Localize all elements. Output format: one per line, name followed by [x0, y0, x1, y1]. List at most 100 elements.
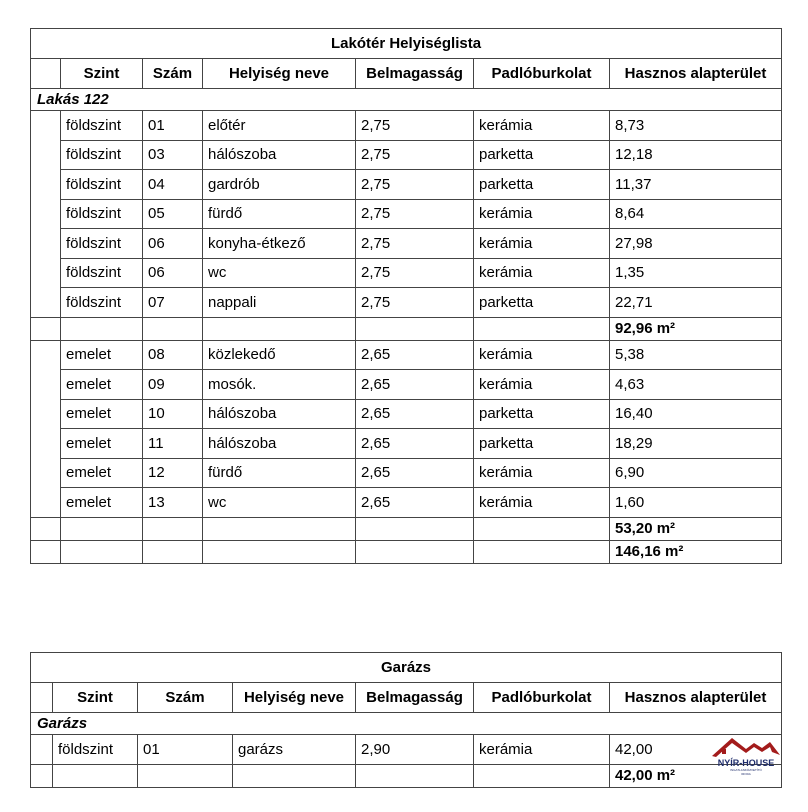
- cell: emelet: [60, 369, 143, 400]
- column-header: Padlóburkolat: [473, 682, 610, 713]
- cell: emelet: [60, 398, 143, 429]
- cell: földszint: [60, 287, 143, 318]
- cell: hálószoba: [202, 398, 356, 429]
- subtotal-value: 92,96 m²: [608, 316, 783, 341]
- cell: emelet: [60, 457, 143, 488]
- cell: parketta: [473, 139, 610, 170]
- table-title: Garázs: [29, 652, 783, 683]
- group-label: Lakás 122: [29, 88, 783, 111]
- column-header: Belmagasság: [355, 58, 474, 89]
- cell: 2,65: [355, 487, 474, 518]
- column-header: Hasznos alapterület: [608, 682, 783, 713]
- cell: földszint: [60, 169, 143, 200]
- cell: konyha-étkező: [202, 228, 356, 259]
- empty-cell: [202, 316, 356, 341]
- empty-cell: [142, 539, 203, 564]
- subtotal-row: 92,96 m²: [30, 316, 783, 341]
- cell: 09: [142, 369, 203, 400]
- cell: 03: [142, 139, 203, 170]
- total-value: 146,16 m²: [608, 539, 783, 564]
- nyir-house-logo: NYÍR-HOUSE INGATLANKÖZVETÍTŐ IRODA: [712, 738, 780, 775]
- table-row: emelet 12 fürdő 2,65 kerámia 6,90: [31, 457, 783, 488]
- svg-text:NYÍR-HOUSE: NYÍR-HOUSE: [718, 758, 775, 768]
- cell: 2,65: [355, 369, 474, 400]
- cell: 07: [142, 287, 203, 318]
- empty-cell: [142, 516, 203, 541]
- cell: 01: [142, 110, 203, 141]
- cell: mosók.: [202, 369, 356, 400]
- cell: 10: [142, 398, 203, 429]
- table-row: földszint 01 előtér 2,75 kerámia 8,73: [30, 110, 783, 318]
- cell: földszint: [60, 139, 143, 170]
- empty-cell: [60, 516, 143, 541]
- empty-cell: [232, 763, 356, 788]
- cell: parketta: [473, 428, 610, 459]
- cell: 2,90: [355, 734, 474, 765]
- cell: földszint: [60, 110, 143, 141]
- group-row: Lakás 122: [29, 88, 783, 111]
- column-header: Szint: [52, 682, 138, 713]
- cell: kerámia: [473, 257, 610, 288]
- indent-cell: [30, 110, 61, 318]
- empty-cell: [355, 763, 474, 788]
- cell: 08: [142, 339, 203, 370]
- cell: kerámia: [473, 487, 610, 518]
- table-row: földszint 01 garázs 2,90 kerámia 42,00: [30, 734, 783, 765]
- cell: hálószoba: [202, 428, 356, 459]
- cell: 42,00: [608, 734, 783, 765]
- empty-cell: [30, 516, 61, 541]
- cell: 27,98: [608, 228, 783, 259]
- cell: 12,18: [608, 139, 783, 170]
- cell: 12: [142, 457, 203, 488]
- empty-cell: [30, 316, 61, 341]
- cell: 01: [137, 734, 233, 765]
- table-garazs: Garázs Szint Szám Helyiség neve Belmagasság P…: [29, 652, 783, 788]
- column-header: Hasznos alapterület: [608, 58, 783, 89]
- empty-cell: [473, 539, 610, 564]
- cell: 22,71: [608, 287, 783, 318]
- empty-cell: [473, 516, 610, 541]
- table-row: földszint 06 konyha-étkező 2,75 kerámia 27,98: [31, 228, 783, 259]
- empty-cell: [142, 316, 203, 341]
- cell: 2,75: [355, 198, 474, 229]
- column-header: Szint: [60, 58, 143, 89]
- empty-cell: [60, 316, 143, 341]
- cell: 2,75: [355, 228, 474, 259]
- cell: parketta: [473, 287, 610, 318]
- column-header: Helyiség neve: [232, 682, 356, 713]
- empty-cell: [202, 516, 356, 541]
- table-row: emelet 09 mosók. 2,65 kerámia 4,63: [31, 369, 783, 400]
- cell: 11,37: [608, 169, 783, 200]
- column-header: Helyiség neve: [202, 58, 356, 89]
- cell: 11: [142, 428, 203, 459]
- table-row: emelet 08 közlekedő 2,65 kerámia 5,38: [30, 339, 783, 518]
- column-header: Padlóburkolat: [473, 58, 610, 89]
- cell: 06: [142, 257, 203, 288]
- table-lakoter: Lakótér Helyiséglista Szint Szám Helyiség n…: [29, 28, 783, 564]
- cell: földszint: [60, 198, 143, 229]
- subtotal-row: 42,00 m²: [30, 763, 783, 788]
- cell: parketta: [473, 169, 610, 200]
- table-row: földszint 04 gardrób 2,75 parketta 11,37: [31, 169, 783, 200]
- cell: fürdő: [202, 198, 356, 229]
- cell: földszint: [60, 228, 143, 259]
- table-row: emelet 13 wc 2,65 kerámia 1,60: [31, 487, 783, 518]
- cell: kerámia: [473, 734, 610, 765]
- subtotal-row: 53,20 m²: [30, 516, 783, 541]
- empty-cell: [473, 316, 610, 341]
- table-row: földszint 06 wc 2,75 kerámia 1,35: [31, 257, 783, 288]
- subtotal-value: 53,20 m²: [608, 516, 783, 541]
- cell: közlekedő: [202, 339, 356, 370]
- cell: 8,73: [608, 110, 783, 141]
- header-blank: [30, 682, 53, 713]
- title-row: Lakótér Helyiséglista: [29, 28, 783, 59]
- empty-cell: [355, 539, 474, 564]
- empty-cell: [202, 539, 356, 564]
- cell: 13: [142, 487, 203, 518]
- cell: 8,64: [608, 198, 783, 229]
- cell: wc: [202, 487, 356, 518]
- cell: 2,65: [355, 398, 474, 429]
- header-row: Szint Szám Helyiség neve Belmagasság Padlóbu…: [30, 58, 783, 89]
- svg-text:IRODA: IRODA: [741, 772, 751, 775]
- cell: 1,35: [608, 257, 783, 288]
